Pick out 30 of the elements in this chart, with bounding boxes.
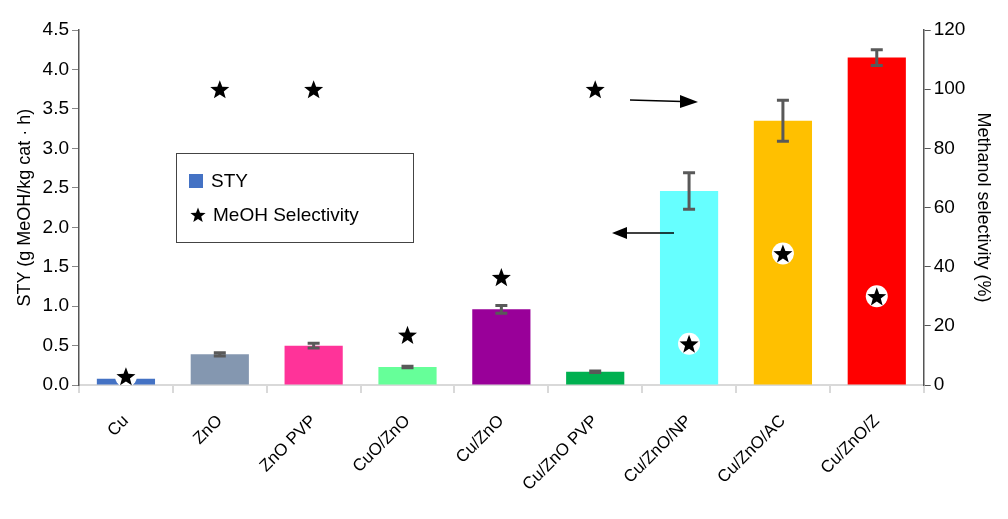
y2-tick-label: 120: [933, 18, 966, 40]
bar: [753, 120, 813, 385]
y-tick-label: 1.0: [42, 294, 70, 316]
y-tick-label: 1.5: [42, 254, 70, 276]
x-tick-label: Cu: [103, 411, 133, 440]
y2-tick-label: 20: [933, 314, 955, 336]
y-tick-label: 2.5: [42, 176, 70, 198]
y2-tick-label: 60: [933, 195, 955, 217]
y-axis-title: STY (g MeOH/kg cat · h): [13, 108, 34, 307]
y2-tick-label: 100: [933, 77, 966, 99]
legend-label: MeOH Selectivity: [213, 204, 359, 226]
y-tick-label: 3.0: [42, 136, 70, 158]
bar: [659, 190, 719, 385]
bar: [190, 354, 249, 385]
bar: [378, 366, 437, 385]
y2-axis-title: Methanol selectivity (%): [974, 112, 995, 303]
y-tick-label: 0.0: [42, 373, 70, 395]
legend-label: STY: [211, 170, 248, 192]
bar: [472, 309, 531, 385]
y2-tick-label: 0: [933, 373, 945, 395]
y-tick-label: 0.5: [42, 333, 70, 355]
bar: [566, 371, 625, 385]
y-tick-label: 4.5: [42, 18, 70, 40]
y-tick-label: 4.0: [42, 57, 70, 79]
y-tick-label: 3.5: [42, 97, 70, 119]
y2-tick-label: 40: [933, 254, 955, 276]
bar: [284, 345, 343, 385]
bar: [847, 57, 906, 385]
y2-tick-label: 80: [933, 136, 955, 158]
y-tick-label: 2.0: [42, 215, 70, 237]
